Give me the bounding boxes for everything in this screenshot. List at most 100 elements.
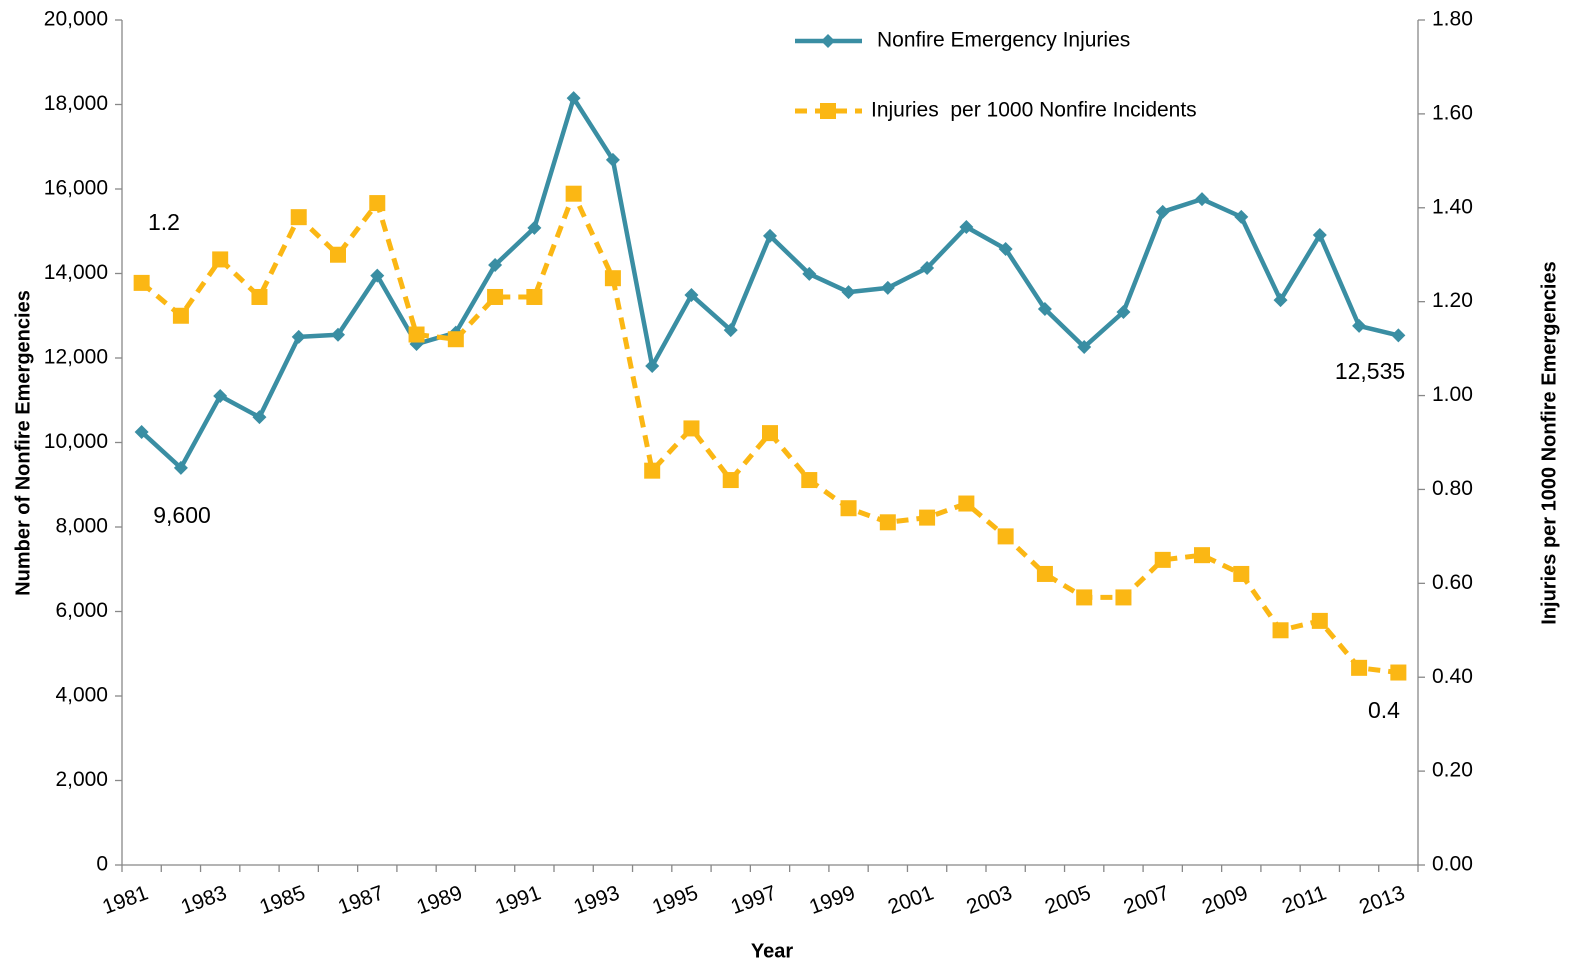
x-tick-label: 1981 xyxy=(99,881,151,919)
legend-marker xyxy=(820,103,836,119)
point xyxy=(173,460,188,475)
point xyxy=(1390,664,1407,681)
point xyxy=(212,251,229,268)
x-tick-label: 1999 xyxy=(806,881,858,919)
point xyxy=(920,261,935,276)
point xyxy=(723,323,738,338)
y-tick-label: 2,000 xyxy=(55,768,108,791)
point xyxy=(605,152,620,167)
x-tick-label: 1991 xyxy=(492,881,544,919)
point xyxy=(802,266,817,281)
point xyxy=(683,420,700,437)
legend-label: Injuries per 1000 Nonfire Incidents xyxy=(871,99,1197,122)
point xyxy=(919,509,936,526)
point xyxy=(998,241,1013,256)
point xyxy=(172,307,189,324)
point xyxy=(1154,551,1171,568)
point xyxy=(1351,659,1368,676)
point xyxy=(959,220,974,235)
point xyxy=(1352,318,1367,333)
x-tick-label: 2001 xyxy=(885,881,937,919)
x-tick-label: 1993 xyxy=(571,881,623,919)
point xyxy=(1195,192,1209,207)
point xyxy=(1312,228,1327,243)
x-tick-label: 2007 xyxy=(1121,881,1173,919)
point xyxy=(684,288,699,303)
point xyxy=(762,425,778,442)
point xyxy=(408,326,425,343)
x-tick-label: 1989 xyxy=(414,881,466,919)
point xyxy=(526,288,543,305)
y2-tick-label: 0.40 xyxy=(1432,665,1473,688)
point xyxy=(604,270,621,287)
y2-tick-label: 0.60 xyxy=(1432,571,1473,594)
point xyxy=(1115,589,1132,606)
point xyxy=(801,472,818,489)
y-tick-label: 12,000 xyxy=(44,346,108,369)
point xyxy=(1076,589,1093,606)
annotation: 9,600 xyxy=(153,502,211,528)
point xyxy=(134,424,149,439)
x-tick-label: 1985 xyxy=(257,881,309,919)
annotation: 0.4 xyxy=(1368,697,1400,723)
y2-tick-label: 1.20 xyxy=(1432,289,1473,312)
point xyxy=(1391,328,1406,343)
point xyxy=(840,500,857,517)
x-tick-label: 2011 xyxy=(1279,881,1329,918)
point xyxy=(879,514,896,531)
point xyxy=(527,220,542,235)
point xyxy=(1037,301,1052,316)
point xyxy=(880,280,895,295)
point xyxy=(251,288,268,305)
point xyxy=(1194,547,1210,564)
x-tick-label: 1995 xyxy=(649,881,701,919)
x-tick-label: 1997 xyxy=(728,881,780,919)
x-tick-label: 1987 xyxy=(335,881,387,919)
point xyxy=(487,288,504,305)
x-axis-title: Year xyxy=(751,940,793,962)
y-tick-label: 16,000 xyxy=(44,177,108,200)
point xyxy=(1077,340,1092,355)
point xyxy=(722,472,739,489)
point xyxy=(1272,622,1289,639)
point xyxy=(330,246,346,263)
point xyxy=(763,228,777,243)
point xyxy=(565,185,582,202)
y-tick-label: 18,000 xyxy=(44,92,108,115)
y2-tick-label: 1.60 xyxy=(1432,101,1473,124)
point xyxy=(290,209,307,226)
y2-tick-label: 0.80 xyxy=(1432,477,1473,500)
x-tick-label: 2013 xyxy=(1356,881,1408,919)
y2-tick-label: 0.00 xyxy=(1432,853,1473,876)
x-tick-label: 2003 xyxy=(963,881,1015,919)
point xyxy=(997,528,1014,545)
legend-marker xyxy=(821,34,835,48)
point xyxy=(1234,209,1249,224)
point xyxy=(1233,565,1250,582)
point xyxy=(841,285,856,300)
y2-axis-title: Injuries per 1000 Nonfire Emergencies xyxy=(1538,261,1560,625)
annotation: 12,535 xyxy=(1335,358,1405,384)
point xyxy=(488,258,503,273)
point xyxy=(291,329,306,344)
point xyxy=(252,410,267,425)
point xyxy=(1311,612,1328,629)
point xyxy=(369,195,386,212)
y-tick-label: 20,000 xyxy=(44,8,108,31)
legend-label: Nonfire Emergency Injuries xyxy=(877,29,1130,52)
point xyxy=(331,327,345,342)
point xyxy=(566,91,581,106)
y-tick-label: 10,000 xyxy=(44,430,108,453)
series-line xyxy=(140,95,1399,471)
point xyxy=(1273,293,1288,308)
y-tick-label: 14,000 xyxy=(44,261,108,284)
x-tick-label: 1983 xyxy=(178,881,230,919)
y-tick-label: 4,000 xyxy=(55,684,108,707)
y2-tick-label: 0.20 xyxy=(1432,759,1473,782)
point xyxy=(447,331,464,348)
x-tick-label: 2005 xyxy=(1042,881,1094,919)
point xyxy=(645,359,660,374)
y-tick-label: 0 xyxy=(96,853,108,876)
y2-tick-label: 1.40 xyxy=(1432,195,1473,218)
